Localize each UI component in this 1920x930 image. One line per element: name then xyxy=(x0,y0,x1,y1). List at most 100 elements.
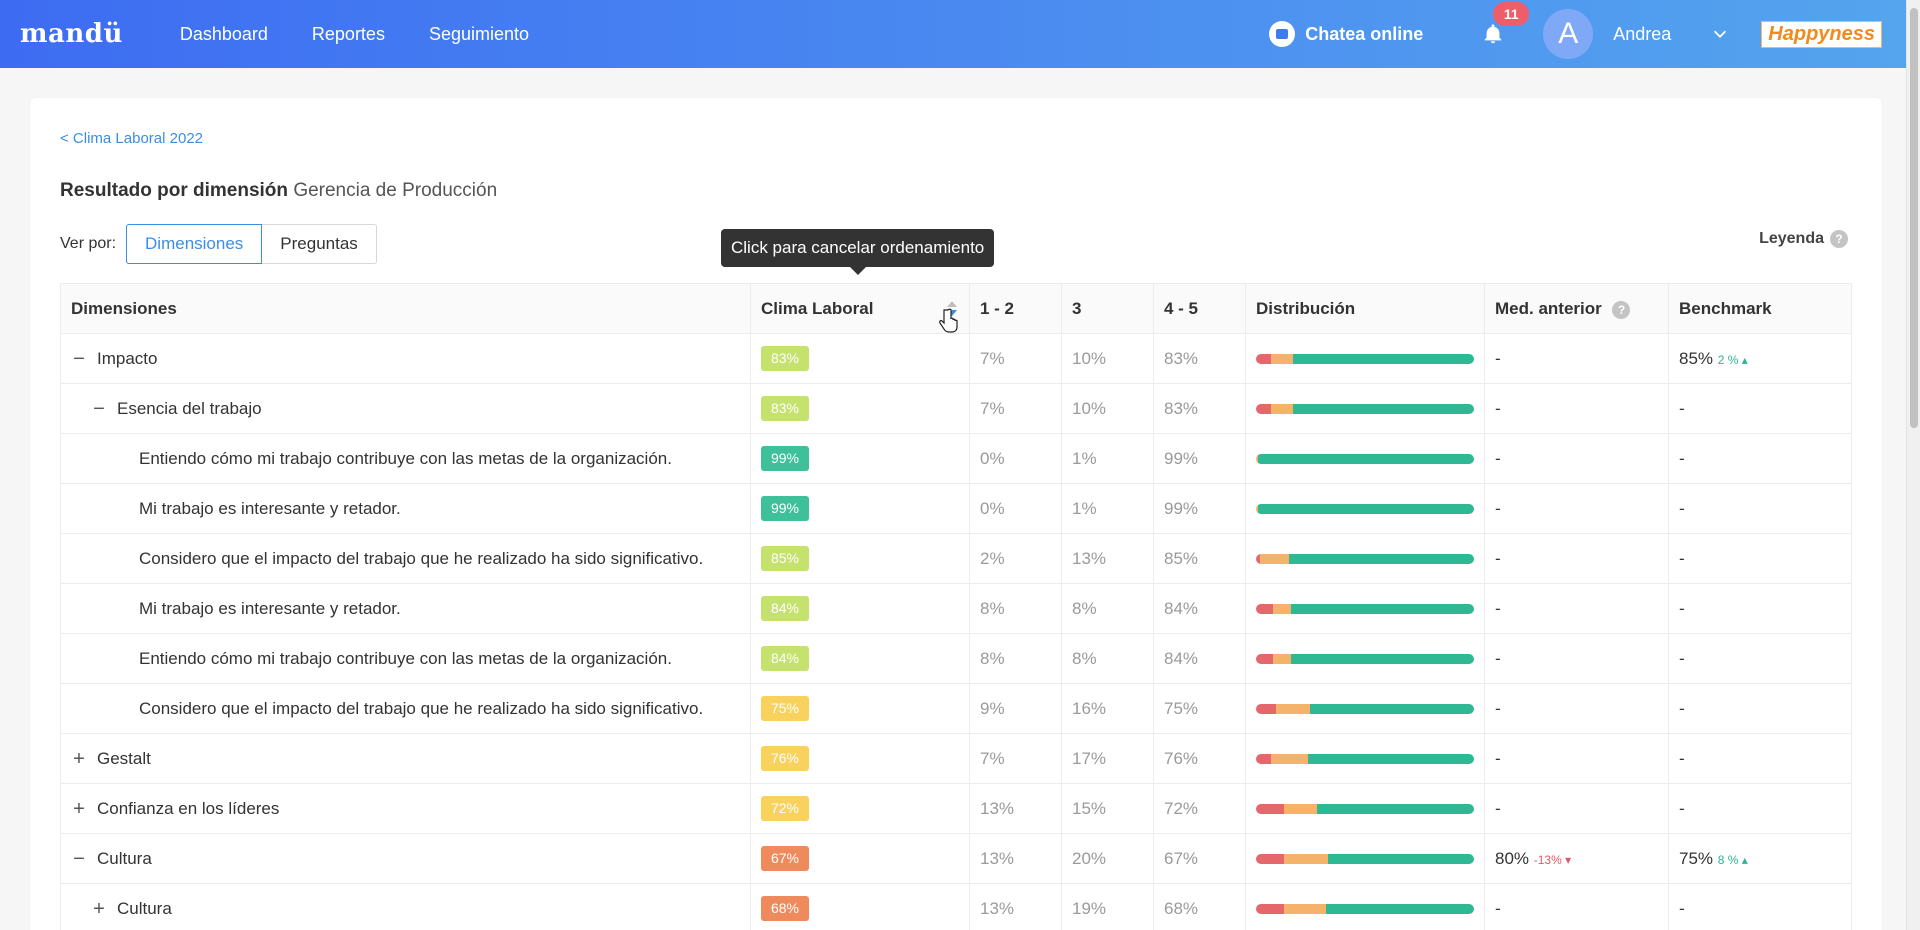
dist-high-segment xyxy=(1290,653,1474,664)
distribution-bar xyxy=(1256,453,1474,464)
bench-value: - xyxy=(1679,798,1685,818)
expand-icon[interactable]: + xyxy=(73,798,85,821)
bench-value: - xyxy=(1679,548,1685,568)
cell-benchmark: - xyxy=(1668,583,1852,634)
cell-distribution xyxy=(1245,383,1485,434)
sort-icon[interactable] xyxy=(945,299,959,319)
back-link[interactable]: < Clima Laboral 2022 xyxy=(60,130,204,147)
scrollbar-thumb[interactable] xyxy=(1910,8,1918,428)
cell-score: 67% xyxy=(750,833,970,884)
table-row[interactable]: Considero que el impacto del trabajo que… xyxy=(60,533,1852,584)
cell-benchmark: 85% 2 % ▴ xyxy=(1668,333,1852,384)
dist-mid-segment xyxy=(1256,503,1259,514)
table-row[interactable]: Mi trabajo es interesante y retador. 99% 0… xyxy=(60,483,1852,534)
prev-value: - xyxy=(1495,898,1501,918)
header-1-2[interactable]: 1 - 2 xyxy=(969,283,1062,334)
chat-online-button[interactable]: Chatea online xyxy=(1269,21,1423,47)
cell-benchmark: 75% 8 % ▴ xyxy=(1668,833,1852,884)
cell-prev: - xyxy=(1484,733,1669,784)
header-dimensiones[interactable]: Dimensiones xyxy=(60,283,751,334)
expand-icon[interactable]: + xyxy=(73,748,85,771)
bench-value: - xyxy=(1679,898,1685,918)
table-row[interactable]: − Impacto 83% 7% 10% 83% - 85% 2 % ▴ xyxy=(60,333,1852,384)
dist-high-segment xyxy=(1258,453,1474,464)
header-3[interactable]: 3 xyxy=(1061,283,1154,334)
chat-bubble-icon xyxy=(1269,21,1296,47)
cell-mid: 8% xyxy=(1061,633,1154,684)
cell-dimension: Mi trabajo es interesante y retador. xyxy=(60,583,751,634)
table-row[interactable]: − Esencia del trabajo 83% 7% 10% 83% - - xyxy=(60,383,1852,434)
help-icon[interactable]: ? xyxy=(1830,230,1848,248)
view-dimensiones-button[interactable]: Dimensiones xyxy=(126,224,263,264)
help-icon[interactable]: ? xyxy=(1612,300,1631,319)
cell-low: 7% xyxy=(969,733,1062,784)
pointer-cursor-icon xyxy=(939,308,958,333)
cell-high: 76% xyxy=(1153,733,1246,784)
expand-icon[interactable]: + xyxy=(93,898,105,921)
cell-high: 83% xyxy=(1153,333,1246,384)
cell-high: 99% xyxy=(1153,433,1246,484)
cell-mid: 19% xyxy=(1061,883,1154,930)
header-clima-laboral[interactable]: Clima Laboral xyxy=(750,283,970,334)
cell-high: 84% xyxy=(1153,583,1246,634)
cell-prev: - xyxy=(1484,583,1669,634)
bench-value: - xyxy=(1679,598,1685,618)
cell-score: 99% xyxy=(750,433,970,484)
dimension-name: Entiendo cómo mi trabajo contribuye con … xyxy=(139,648,672,668)
dist-low-segment xyxy=(1256,603,1274,614)
distribution-bar xyxy=(1256,653,1474,664)
nav-dashboard[interactable]: Dashboard xyxy=(179,23,268,44)
dist-high-segment xyxy=(1290,603,1474,614)
prev-value: 80% xyxy=(1495,848,1530,868)
table-row[interactable]: + Gestalt 76% 7% 17% 76% - - xyxy=(60,733,1852,784)
nav-seguimiento[interactable]: Seguimiento xyxy=(428,23,530,44)
distribution-bar xyxy=(1256,403,1474,414)
dist-low-segment xyxy=(1256,653,1274,664)
cell-dimension: + Gestalt xyxy=(60,733,751,784)
happyness-logo[interactable]: Happyness xyxy=(1761,20,1882,48)
cell-low: 8% xyxy=(969,633,1062,684)
cell-low: 7% xyxy=(969,333,1062,384)
cell-benchmark: - xyxy=(1668,633,1852,684)
cell-distribution xyxy=(1245,683,1485,734)
table-row[interactable]: − Cultura 67% 13% 20% 67% 80% -13% ▾ 75% 8 % ▴ xyxy=(60,833,1852,884)
page-scrollbar[interactable] xyxy=(1906,0,1920,930)
table-row[interactable]: Considero que el impacto del trabajo que… xyxy=(60,683,1852,734)
bench-value: - xyxy=(1679,448,1685,468)
collapse-icon[interactable]: − xyxy=(73,848,85,871)
nav-reportes[interactable]: Reportes xyxy=(311,23,385,44)
cell-high: 72% xyxy=(1153,783,1246,834)
dist-high-segment xyxy=(1293,403,1474,414)
cell-dimension: Considero que el impacto del trabajo que… xyxy=(60,533,751,584)
legend-toggle[interactable]: Leyenda ? xyxy=(1759,230,1848,248)
dimension-name: Mi trabajo es interesante y retador. xyxy=(139,498,401,518)
table-row[interactable]: Mi trabajo es interesante y retador. 84% 8… xyxy=(60,583,1852,634)
header-clima-laboral-label: Clima Laboral xyxy=(761,298,874,318)
table-row[interactable]: Entiendo cómo mi trabajo contribuye con … xyxy=(60,633,1852,684)
collapse-icon[interactable]: − xyxy=(73,348,85,371)
score-badge: 68% xyxy=(761,896,809,921)
collapse-icon[interactable]: − xyxy=(93,398,105,421)
header-benchmark[interactable]: Benchmark xyxy=(1668,283,1852,334)
distribution-bar xyxy=(1256,503,1474,514)
notifications-button[interactable]: 11 xyxy=(1463,0,1530,68)
prev-value: - xyxy=(1495,348,1501,368)
prev-value: - xyxy=(1495,698,1501,718)
score-badge: 72% xyxy=(761,796,809,821)
app-logo[interactable]: mandü xyxy=(20,19,123,49)
table-row[interactable]: Entiendo cómo mi trabajo contribuye con … xyxy=(60,433,1852,484)
header-4-5[interactable]: 4 - 5 xyxy=(1153,283,1246,334)
header-med-anterior[interactable]: Med. anterior ? xyxy=(1484,283,1669,334)
distribution-bar xyxy=(1256,353,1474,364)
view-preguntas-button[interactable]: Preguntas xyxy=(262,224,377,264)
dimension-name: Confianza en los líderes xyxy=(97,798,280,818)
cell-dimension: Entiendo cómo mi trabajo contribuye con … xyxy=(60,633,751,684)
dimension-name: Impacto xyxy=(97,348,158,368)
table-row[interactable]: + Cultura 68% 13% 19% 68% - - xyxy=(60,883,1852,930)
header-distribucion[interactable]: Distribución xyxy=(1245,283,1485,334)
avatar[interactable]: A xyxy=(1543,9,1594,59)
chevron-down-icon[interactable] xyxy=(1711,25,1729,43)
table-row[interactable]: + Confianza en los líderes 72% 13% 15% 72% - - xyxy=(60,783,1852,834)
user-name[interactable]: Andrea xyxy=(1613,23,1672,44)
cell-dimension: Considero que el impacto del trabajo que… xyxy=(60,683,751,734)
